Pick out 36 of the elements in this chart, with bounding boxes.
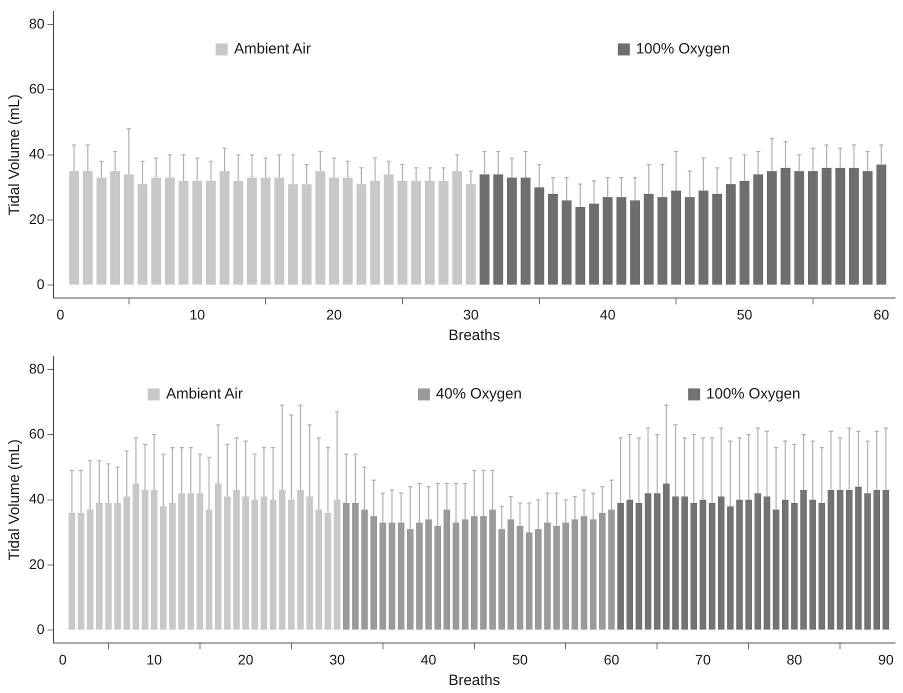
y-tick-label: 0 (36, 276, 45, 292)
x-axis-title: Breaths (448, 672, 500, 690)
x-tick-label: 50 (736, 306, 752, 322)
x-tick-label: 40 (420, 651, 437, 668)
x-tick-label: 30 (463, 306, 479, 322)
x-tick-label: 0 (56, 306, 65, 322)
y-tick-label: 40 (28, 146, 45, 162)
x-tick-label: 80 (786, 651, 802, 668)
x-tick-label: 50 (512, 651, 528, 668)
legend-label: 40% Oxygen (436, 386, 522, 403)
y-tick-label: 0 (36, 621, 45, 638)
x-tick-label: 60 (874, 306, 890, 322)
y-axis-title: Tidal Volume (mL) (6, 439, 24, 560)
y-tick-label: 20 (28, 556, 45, 572)
x-tick-label: 60 (604, 651, 620, 668)
y-tick-label: 20 (28, 210, 45, 227)
x-tick-label: 10 (189, 306, 206, 322)
y-tick-label: 60 (28, 80, 45, 96)
x-axis-title: Breaths (448, 327, 500, 344)
y-axis-title: Tidal Volume (mL) (6, 94, 24, 216)
y-tick-label: 60 (28, 425, 45, 442)
legend-label: 100% Oxygen (706, 386, 800, 403)
x-tick-label: 90 (878, 651, 894, 668)
legend-label: Ambient Air (166, 386, 243, 403)
y-tick-label: 40 (28, 490, 45, 507)
x-tick-label: 30 (329, 651, 346, 668)
legend-label: Ambient Air (234, 40, 311, 58)
x-tick-label: 40 (600, 306, 616, 322)
legend-label: 100% Oxygen (636, 40, 730, 58)
x-tick-label: 10 (146, 651, 162, 668)
y-tick-label: 80 (28, 360, 45, 376)
x-tick-label: 20 (326, 306, 342, 322)
x-tick-label: 70 (695, 651, 711, 668)
x-tick-label: 0 (58, 651, 67, 668)
x-tick-label: 20 (238, 651, 254, 668)
y-tick-label: 80 (28, 15, 45, 32)
